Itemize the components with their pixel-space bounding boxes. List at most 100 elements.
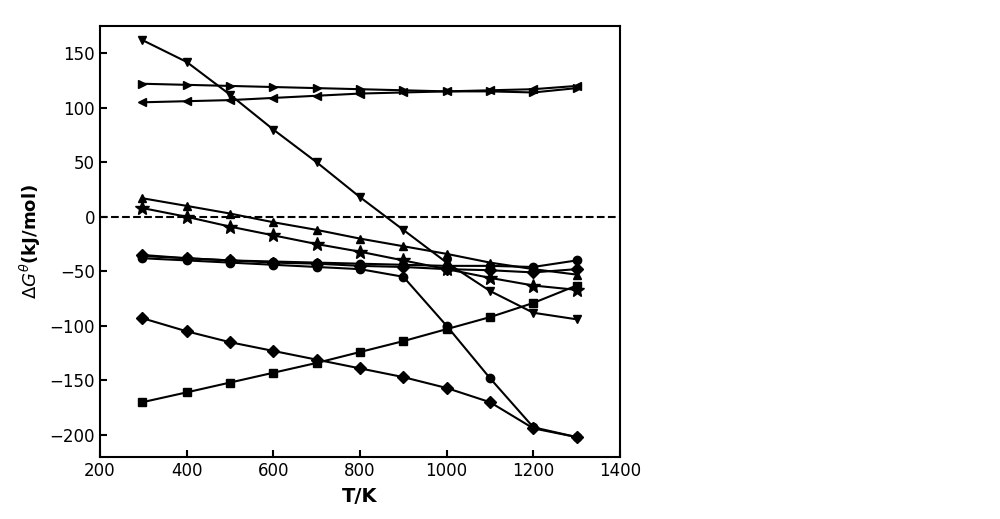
MnO+CO(g)=Mn+CO$_2$(g) xyxy=(441,88,453,94)
CoO+CO(g) =Co+CO$_2$(g) xyxy=(484,263,496,269)
MnO$_2$+1/2C=MnO+1/2CO$_2$(g) xyxy=(441,385,453,391)
MnO+CO(g)=Mn+CO$_2$(g) xyxy=(311,92,323,99)
Line: MnO+1/2C=Mn+1/2CO$_2$(g): MnO+1/2C=Mn+1/2CO$_2$(g) xyxy=(138,79,581,97)
Line: C+CO$_2$(g)=2CO(g): C+CO$_2$(g)=2CO(g) xyxy=(138,36,581,323)
MnO$_2$+1/2C=MnO+1/2CO$_2$(g) xyxy=(136,315,148,321)
C+CO$_2$(g)=2CO(g) xyxy=(136,37,148,43)
MnO+CO(g)=Mn+CO$_2$(g) xyxy=(136,99,148,105)
MnO+1/2C=Mn+1/2CO$_2$(g) xyxy=(354,86,366,92)
MnO+CO(g)=Mn+CO$_2$(g) xyxy=(354,90,366,97)
Line: CoO+CO(g) =Co+CO$_2$(g): CoO+CO(g) =Co+CO$_2$(g) xyxy=(138,252,581,271)
NiO+CO(g) =Ni+CO$_2$(g) xyxy=(527,269,539,276)
Li$_2$O+CO$_2$(g)=Li$_2$CO$_3$ xyxy=(397,338,409,344)
MnO+CO(g)=Mn+CO$_2$(g) xyxy=(224,97,236,103)
C+CO$_2$(g)=2CO(g) xyxy=(267,127,279,133)
Line: CoO+1/2C=Co+1/2CO$_2$(g): CoO+1/2C=Co+1/2CO$_2$(g) xyxy=(138,194,581,279)
MnO+1/2C=Mn+1/2CO$_2$(g) xyxy=(397,87,409,93)
CoO+1/2C=Co+1/2CO$_2$(g) xyxy=(181,203,193,209)
Legend: Li$_2$O+CO$_2$(g)=Li$_2$CO$_3$, Co$_3$O$_4$+1/2C=3CoO+1/2CO$_2$(g), CoO+1/2C=Co+: Li$_2$O+CO$_2$(g)=Li$_2$CO$_3$, Co$_3$O$… xyxy=(630,36,915,293)
CoO+1/2C=Co+1/2CO$_2$(g) xyxy=(224,210,236,216)
NiO+1/2C=Ni+1/2CO$_2$(g) xyxy=(136,205,148,211)
Line: MnO+CO(g)=Mn+CO$_2$(g): MnO+CO(g)=Mn+CO$_2$(g) xyxy=(138,82,581,106)
MnO$_2$+1/2C=MnO+1/2CO$_2$(g) xyxy=(397,374,409,380)
MnO$_2$+1/2C=MnO+1/2CO$_2$(g) xyxy=(571,434,583,440)
MnO$_2$+1/2C=MnO+1/2CO$_2$(g) xyxy=(267,348,279,354)
NiO+1/2C=Ni+1/2CO$_2$(g) xyxy=(397,257,409,264)
CoO+1/2C=Co+1/2CO$_2$(g) xyxy=(267,219,279,225)
Co$_3$O$_4$+1/2C=3CoO+1/2CO$_2$(g) xyxy=(354,266,366,272)
NiO+1/2C=Ni+1/2CO$_2$(g) xyxy=(224,224,236,230)
CoO+1/2C=Co+1/2CO$_2$(g) xyxy=(484,260,496,266)
Y-axis label: $\Delta G^\theta$(kJ/mol): $\Delta G^\theta$(kJ/mol) xyxy=(17,184,43,299)
C+CO$_2$(g)=2CO(g) xyxy=(527,310,539,316)
MnO+1/2C=Mn+1/2CO$_2$(g) xyxy=(136,80,148,87)
NiO+CO(g) =Ni+CO$_2$(g) xyxy=(224,257,236,264)
Li$_2$O+CO$_2$(g)=Li$_2$CO$_3$ xyxy=(484,314,496,320)
Li$_2$O+CO$_2$(g)=Li$_2$CO$_3$ xyxy=(354,349,366,355)
X-axis label: T/K: T/K xyxy=(342,486,378,506)
Li$_2$O+CO$_2$(g)=Li$_2$CO$_3$ xyxy=(136,399,148,405)
NiO+CO(g) =Ni+CO$_2$(g) xyxy=(397,264,409,270)
Co$_3$O$_4$+1/2C=3CoO+1/2CO$_2$(g) xyxy=(441,323,453,329)
NiO+CO(g) =Ni+CO$_2$(g) xyxy=(354,263,366,269)
NiO+1/2C=Ni+1/2CO$_2$(g) xyxy=(267,232,279,238)
MnO+CO(g)=Mn+CO$_2$(g) xyxy=(397,89,409,95)
Co$_3$O$_4$+1/2C=3CoO+1/2CO$_2$(g) xyxy=(397,274,409,280)
NiO+1/2C=Ni+1/2CO$_2$(g) xyxy=(354,249,366,255)
CoO+CO(g) =Co+CO$_2$(g) xyxy=(181,255,193,262)
MnO$_2$+1/2C=MnO+1/2CO$_2$(g) xyxy=(527,425,539,431)
Co$_3$O$_4$+1/2C=3CoO+1/2CO$_2$(g) xyxy=(311,264,323,270)
Line: MnO$_2$+1/2C=MnO+1/2CO$_2$(g): MnO$_2$+1/2C=MnO+1/2CO$_2$(g) xyxy=(138,314,581,441)
NiO+1/2C=Ni+1/2CO$_2$(g) xyxy=(181,214,193,220)
MnO+1/2C=Mn+1/2CO$_2$(g) xyxy=(311,85,323,91)
CoO+1/2C=Co+1/2CO$_2$(g) xyxy=(354,236,366,242)
Line: Li$_2$O+CO$_2$(g)=Li$_2$CO$_3$: Li$_2$O+CO$_2$(g)=Li$_2$CO$_3$ xyxy=(138,281,581,406)
Co$_3$O$_4$+1/2C=3CoO+1/2CO$_2$(g) xyxy=(571,434,583,440)
C+CO$_2$(g)=2CO(g) xyxy=(441,260,453,266)
CoO+CO(g) =Co+CO$_2$(g) xyxy=(397,262,409,268)
MnO+CO(g)=Mn+CO$_2$(g) xyxy=(267,95,279,101)
MnO$_2$+1/2C=MnO+1/2CO$_2$(g) xyxy=(181,328,193,334)
Co$_3$O$_4$+1/2C=3CoO+1/2CO$_2$(g) xyxy=(224,260,236,266)
Line: NiO+1/2C=Ni+1/2CO$_2$(g): NiO+1/2C=Ni+1/2CO$_2$(g) xyxy=(136,201,584,297)
CoO+1/2C=Co+1/2CO$_2$(g) xyxy=(441,251,453,257)
Co$_3$O$_4$+1/2C=3CoO+1/2CO$_2$(g) xyxy=(136,255,148,262)
NiO+1/2C=Ni+1/2CO$_2$(g) xyxy=(571,287,583,293)
MnO$_2$+1/2C=MnO+1/2CO$_2$(g) xyxy=(311,357,323,363)
Co$_3$O$_4$+1/2C=3CoO+1/2CO$_2$(g) xyxy=(181,257,193,264)
Li$_2$O+CO$_2$(g)=Li$_2$CO$_3$ xyxy=(571,282,583,289)
MnO+CO(g)=Mn+CO$_2$(g) xyxy=(527,86,539,92)
NiO+CO(g) =Ni+CO$_2$(g) xyxy=(571,266,583,272)
MnO+CO(g)=Mn+CO$_2$(g) xyxy=(571,83,583,89)
CoO+1/2C=Co+1/2CO$_2$(g) xyxy=(136,195,148,201)
C+CO$_2$(g)=2CO(g) xyxy=(354,194,366,200)
CoO+CO(g) =Co+CO$_2$(g) xyxy=(441,263,453,269)
CoO+CO(g) =Co+CO$_2$(g) xyxy=(527,264,539,270)
CoO+CO(g) =Co+CO$_2$(g) xyxy=(311,260,323,266)
C+CO$_2$(g)=2CO(g) xyxy=(311,159,323,166)
Li$_2$O+CO$_2$(g)=Li$_2$CO$_3$ xyxy=(527,300,539,306)
NiO+CO(g) =Ni+CO$_2$(g) xyxy=(181,255,193,262)
C+CO$_2$(g)=2CO(g) xyxy=(224,91,236,98)
CoO+CO(g) =Co+CO$_2$(g) xyxy=(224,257,236,264)
Co$_3$O$_4$+1/2C=3CoO+1/2CO$_2$(g) xyxy=(267,262,279,268)
CoO+CO(g) =Co+CO$_2$(g) xyxy=(354,261,366,267)
MnO+1/2C=Mn+1/2CO$_2$(g) xyxy=(527,89,539,95)
MnO$_2$+1/2C=MnO+1/2CO$_2$(g) xyxy=(224,339,236,345)
C+CO$_2$(g)=2CO(g) xyxy=(397,227,409,233)
MnO$_2$+1/2C=MnO+1/2CO$_2$(g) xyxy=(354,365,366,372)
C+CO$_2$(g)=2CO(g) xyxy=(484,288,496,294)
MnO+1/2C=Mn+1/2CO$_2$(g) xyxy=(224,83,236,89)
Co$_3$O$_4$+1/2C=3CoO+1/2CO$_2$(g) xyxy=(527,424,539,430)
CoO+1/2C=Co+1/2CO$_2$(g) xyxy=(311,227,323,233)
C+CO$_2$(g)=2CO(g) xyxy=(181,59,193,65)
CoO+1/2C=Co+1/2CO$_2$(g) xyxy=(571,271,583,278)
MnO+CO(g)=Mn+CO$_2$(g) xyxy=(181,98,193,104)
Line: NiO+CO(g) =Ni+CO$_2$(g): NiO+CO(g) =Ni+CO$_2$(g) xyxy=(138,251,581,277)
MnO+1/2C=Mn+1/2CO$_2$(g) xyxy=(484,88,496,94)
NiO+1/2C=Ni+1/2CO$_2$(g) xyxy=(527,282,539,289)
NiO+CO(g) =Ni+CO$_2$(g) xyxy=(484,267,496,274)
NiO+CO(g) =Ni+CO$_2$(g) xyxy=(136,252,148,258)
Li$_2$O+CO$_2$(g)=Li$_2$CO$_3$ xyxy=(441,326,453,332)
CoO+CO(g) =Co+CO$_2$(g) xyxy=(571,257,583,264)
